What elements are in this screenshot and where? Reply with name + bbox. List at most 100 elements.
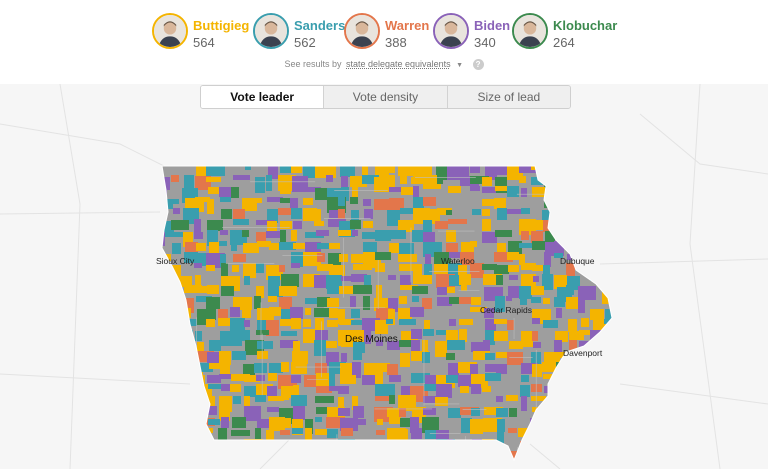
precinct-cell[interactable] <box>280 340 298 348</box>
precinct-cell[interactable] <box>315 363 327 374</box>
precinct-cell[interactable] <box>244 375 260 382</box>
precinct-cell[interactable] <box>363 221 373 228</box>
precinct-cell[interactable] <box>554 340 562 353</box>
precinct-cell[interactable] <box>291 263 300 268</box>
precinct-cell[interactable] <box>171 175 179 182</box>
precinct-cell[interactable] <box>315 396 334 403</box>
precinct-cell[interactable] <box>233 330 250 341</box>
precinct-cell[interactable] <box>267 221 277 232</box>
precinct-cell[interactable] <box>255 428 261 444</box>
precinct-cell[interactable] <box>220 254 226 267</box>
precinct-cell[interactable] <box>341 176 348 190</box>
precinct-cell[interactable] <box>257 320 268 331</box>
precinct-cell[interactable] <box>185 341 195 347</box>
precinct-cell[interactable] <box>555 375 562 387</box>
precinct-cell[interactable] <box>245 164 251 170</box>
precinct-cell[interactable] <box>184 417 191 423</box>
precinct-cell[interactable] <box>566 263 575 278</box>
precinct-cell[interactable] <box>556 461 566 469</box>
precinct-cell[interactable] <box>494 319 507 324</box>
precinct-cell[interactable] <box>590 309 604 320</box>
precinct-cell[interactable] <box>340 375 356 384</box>
precinct-cell[interactable] <box>520 441 531 457</box>
precinct-cell[interactable] <box>460 407 479 415</box>
precinct-cell[interactable] <box>170 417 178 433</box>
precinct-cell[interactable] <box>507 186 519 197</box>
precinct-cell[interactable] <box>485 353 495 360</box>
precinct-cell[interactable] <box>521 231 529 240</box>
precinct-cell[interactable] <box>422 298 432 309</box>
precinct-cell[interactable] <box>436 330 450 335</box>
precinct-cell[interactable] <box>387 164 395 173</box>
precinct-cell[interactable] <box>316 386 332 393</box>
precinct-cell[interactable] <box>494 198 506 209</box>
precinct-cell[interactable] <box>519 286 532 299</box>
precinct-cell[interactable] <box>423 408 436 415</box>
precinct-cell[interactable] <box>532 364 542 377</box>
precinct-cell[interactable] <box>521 375 529 382</box>
precinct-cell[interactable] <box>350 176 367 187</box>
precinct-cell[interactable] <box>197 342 204 356</box>
precinct-cell[interactable] <box>185 374 198 382</box>
precinct-cell[interactable] <box>220 230 228 235</box>
precinct-cell[interactable] <box>578 439 587 449</box>
precinct-cell[interactable] <box>473 351 490 360</box>
precinct-cell[interactable] <box>353 352 362 360</box>
precinct-cell[interactable] <box>495 186 513 191</box>
precinct-cell[interactable] <box>470 263 484 278</box>
precinct-cell[interactable] <box>400 418 415 427</box>
precinct-cell[interactable] <box>339 286 358 294</box>
precinct-cell[interactable] <box>507 252 519 260</box>
precinct-cell[interactable] <box>338 230 351 236</box>
precinct-cell[interactable] <box>244 406 261 421</box>
precinct-cell[interactable] <box>544 252 551 267</box>
precinct-cell[interactable] <box>362 441 374 455</box>
precinct-cell[interactable] <box>411 373 430 383</box>
precinct-cell[interactable] <box>398 395 416 411</box>
precinct-cell[interactable] <box>159 329 168 338</box>
precinct-cell[interactable] <box>554 275 567 289</box>
precinct-cell[interactable] <box>471 408 480 416</box>
precinct-cell[interactable] <box>543 320 558 328</box>
precinct-cell[interactable] <box>521 363 538 374</box>
precinct-cell[interactable] <box>555 331 568 342</box>
precinct-cell[interactable] <box>362 232 379 239</box>
precinct-cell[interactable] <box>519 165 536 173</box>
precinct-cell[interactable] <box>291 318 301 329</box>
precinct-cell[interactable] <box>195 275 201 286</box>
precinct-cell[interactable] <box>592 208 598 215</box>
precinct-cell[interactable] <box>375 363 390 372</box>
precinct-cell[interactable] <box>482 232 497 243</box>
precinct-cell[interactable] <box>280 221 292 229</box>
precinct-cell[interactable] <box>376 430 385 435</box>
precinct-cell[interactable] <box>579 220 586 229</box>
precinct-cell[interactable] <box>447 463 466 469</box>
precinct-cell[interactable] <box>279 297 292 310</box>
precinct-cell[interactable] <box>268 373 277 381</box>
precinct-cell[interactable] <box>183 232 193 247</box>
precinct-cell[interactable] <box>196 296 212 302</box>
precinct-cell[interactable] <box>350 441 356 456</box>
precinct-cell[interactable] <box>496 364 507 374</box>
precinct-cell[interactable] <box>497 463 512 468</box>
precinct-cell[interactable] <box>206 396 215 408</box>
precinct-cell[interactable] <box>425 430 440 439</box>
precinct-cell[interactable] <box>531 177 543 185</box>
precinct-cell[interactable] <box>482 264 497 270</box>
precinct-cell[interactable] <box>244 396 250 412</box>
precinct-cell[interactable] <box>293 385 299 400</box>
precinct-cell[interactable] <box>316 407 335 414</box>
precinct-cell[interactable] <box>233 219 249 225</box>
precinct-cell[interactable] <box>604 429 610 435</box>
precinct-cell[interactable] <box>328 440 338 453</box>
precinct-cell[interactable] <box>593 429 612 443</box>
precinct-cell[interactable] <box>603 165 617 172</box>
precinct-cell[interactable] <box>422 166 428 178</box>
precinct-cell[interactable] <box>257 341 273 349</box>
precinct-cell[interactable] <box>422 352 430 363</box>
precinct-cell[interactable] <box>255 439 263 455</box>
precinct-cell[interactable] <box>411 177 428 184</box>
precinct-cell[interactable] <box>326 175 333 182</box>
precinct-cell[interactable] <box>566 285 574 295</box>
precinct-cell[interactable] <box>173 276 192 287</box>
